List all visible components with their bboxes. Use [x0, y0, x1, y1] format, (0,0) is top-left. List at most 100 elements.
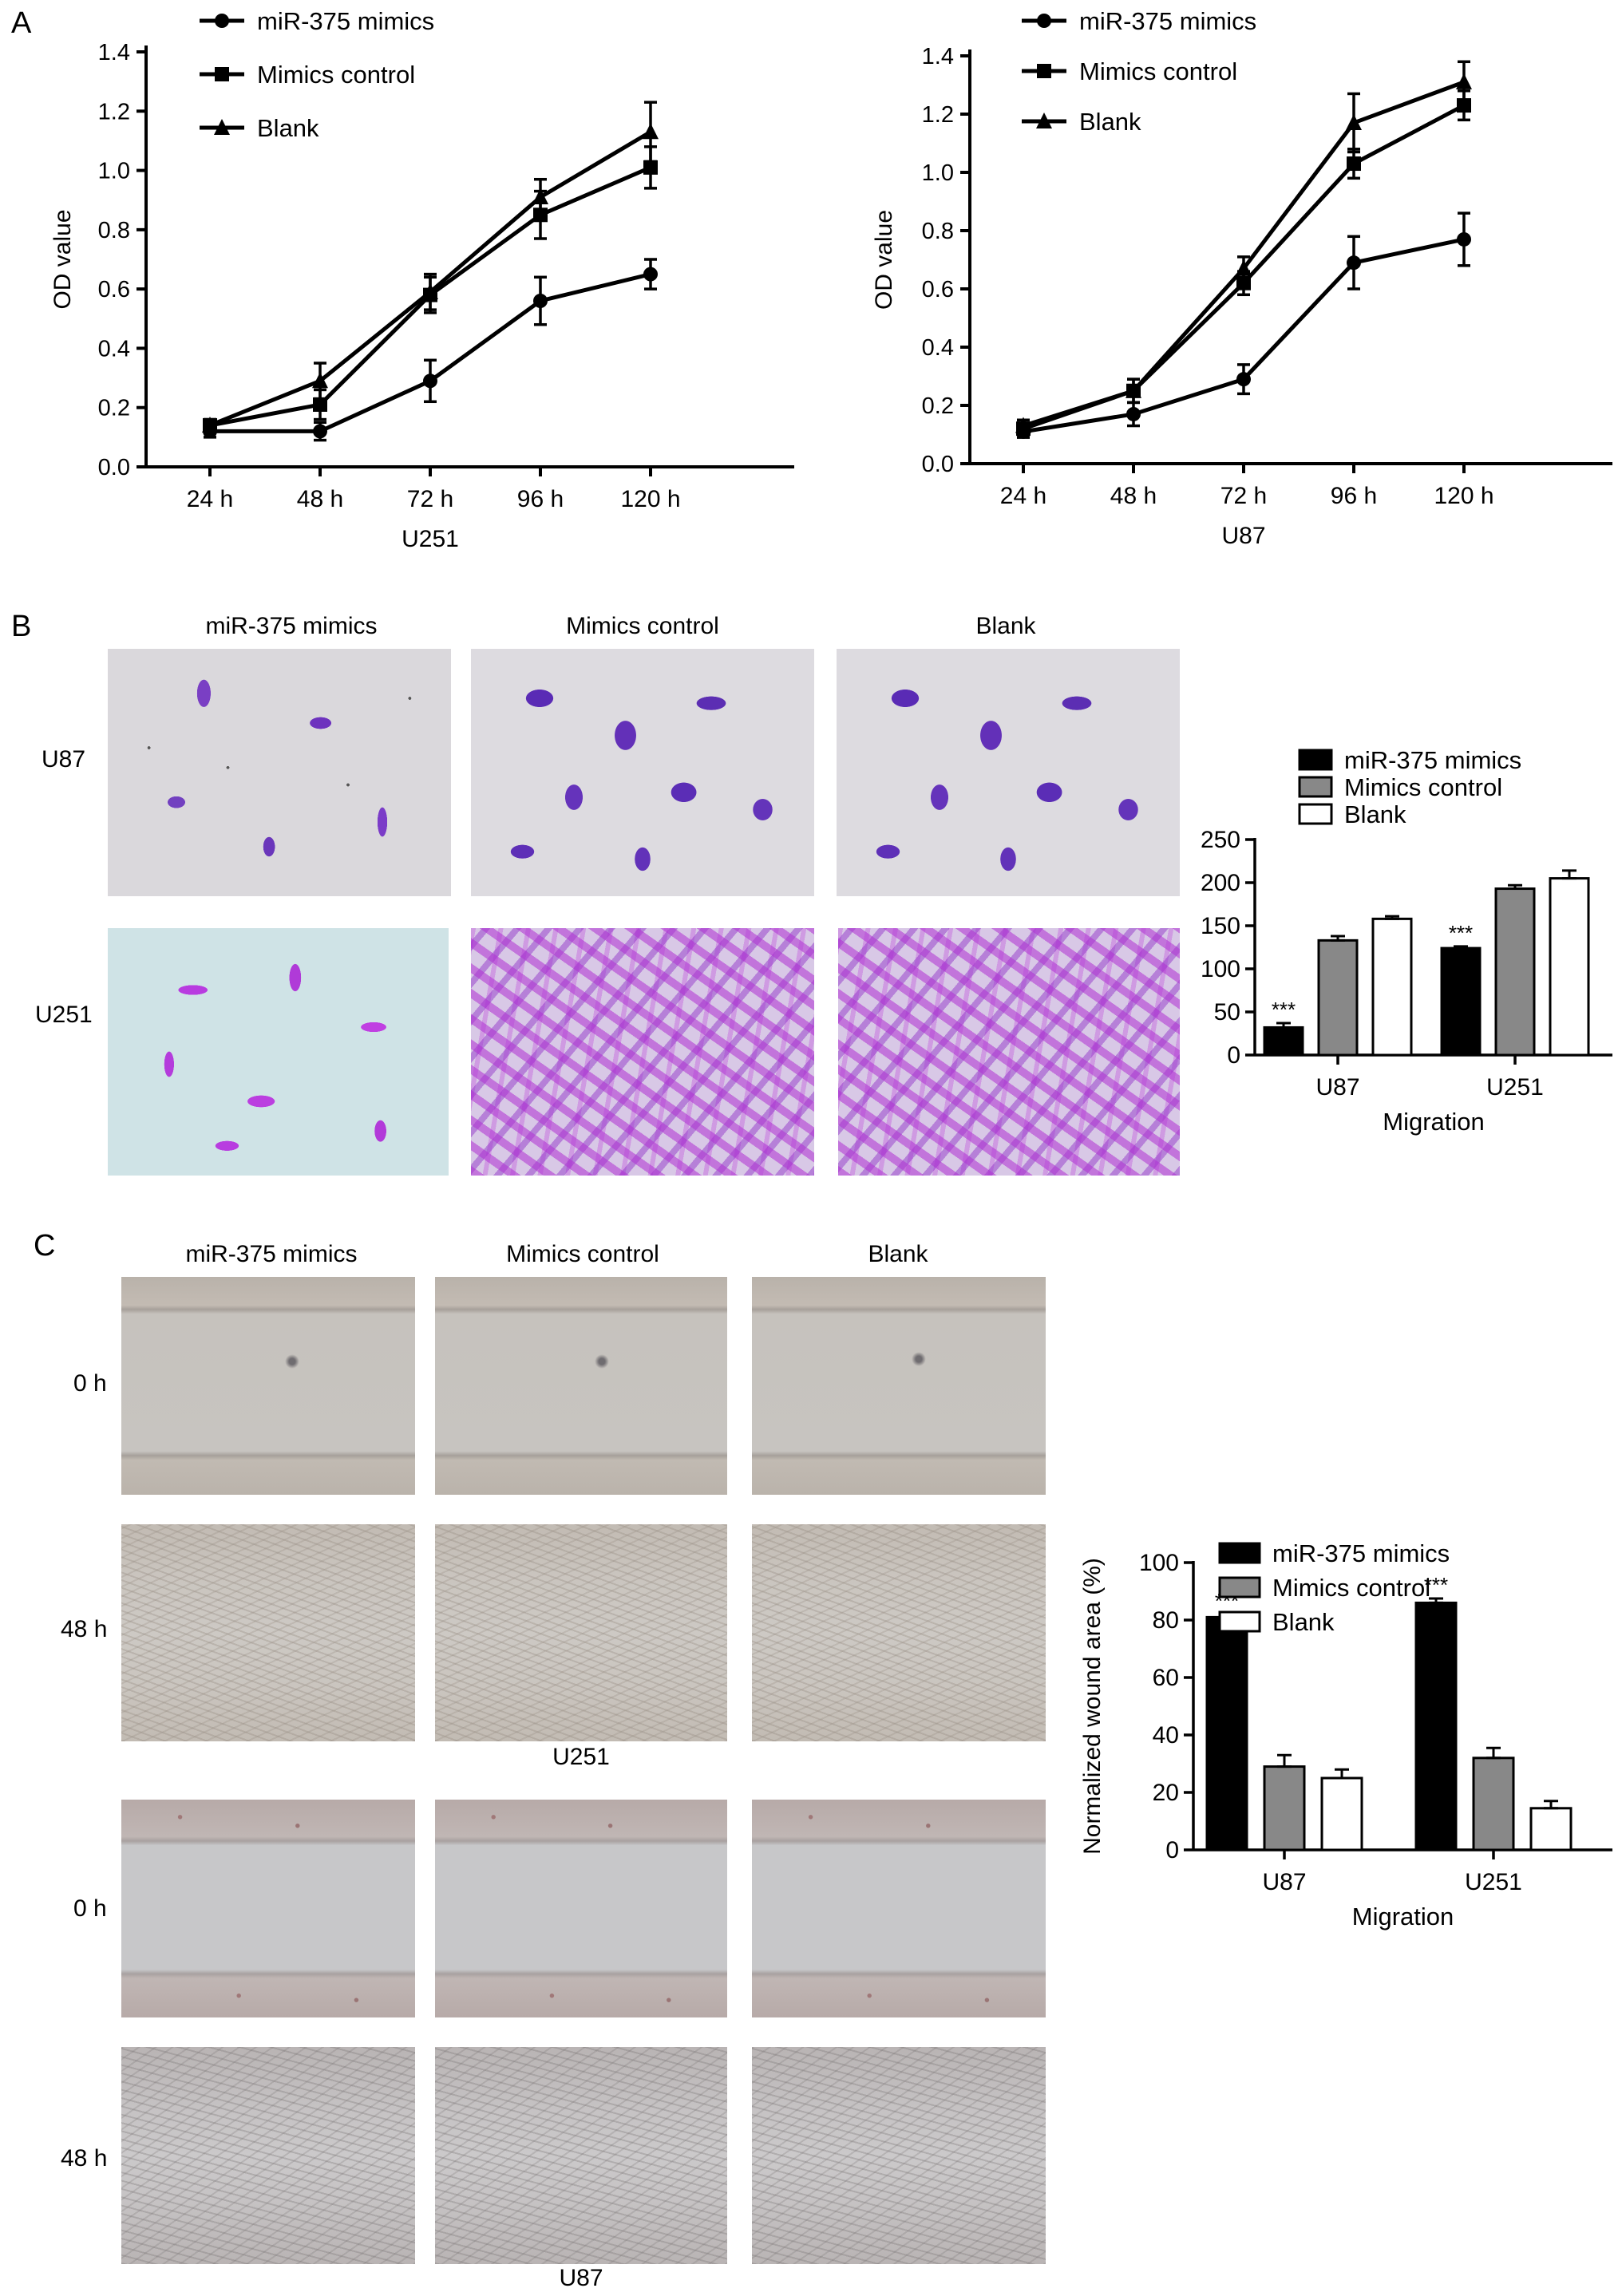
legend-label: Mimics control — [1079, 57, 1237, 85]
transwell-image-u251-mimics — [108, 928, 449, 1176]
legend-marker-square — [215, 67, 229, 81]
y-tick-label: 1.2 — [98, 99, 130, 124]
legend-swatch — [1218, 1610, 1261, 1633]
bar — [1472, 1757, 1515, 1851]
x-axis-label: Migration — [1383, 1108, 1485, 1136]
legend-swatch — [1298, 749, 1333, 771]
y-axis-label: OD value — [871, 210, 897, 310]
legend-label: miR-375 mimics — [1344, 746, 1521, 774]
bar — [1549, 877, 1590, 1057]
x-tick-label: 72 h — [407, 486, 453, 512]
y-tick-label: 100 — [1139, 1550, 1179, 1576]
wound-col-label-blank: Blank — [868, 1241, 928, 1267]
transwell-image-u87-blank — [837, 649, 1180, 896]
y-tick-label: 20 — [1153, 1780, 1179, 1806]
x-axis-label: U251 — [402, 526, 459, 552]
transwell-image-u87-mimics — [108, 649, 451, 896]
significance-label: *** — [1272, 998, 1296, 1022]
x-tick-label: U251 — [1465, 1869, 1522, 1895]
transwell-row-label-u251: U251 — [35, 1002, 93, 1028]
x-tick-label: 48 h — [297, 486, 343, 512]
wound-image-u87-48h-mimics — [121, 2047, 415, 2264]
legend-swatch — [1298, 776, 1333, 798]
wound-image-u87-0h-control — [435, 1800, 727, 2017]
panel-letter-b: B — [11, 610, 32, 643]
transwell-image-u251-control — [471, 928, 814, 1176]
wound-image-u251-0h-control — [435, 1277, 727, 1495]
legend-label: Mimics control — [257, 61, 415, 89]
y-tick-label: 100 — [1201, 956, 1240, 982]
bar — [1529, 1807, 1573, 1851]
data-point-circle — [1236, 372, 1251, 387]
data-point-triangle — [422, 283, 438, 299]
x-axis-label: Migration — [1352, 1903, 1454, 1930]
data-point-triangle — [643, 123, 659, 140]
bar — [1320, 1776, 1363, 1851]
panel-letter-c: C — [34, 1229, 56, 1263]
x-tick-label: 24 h — [1000, 483, 1046, 509]
transwell-col-label-blank: Blank — [975, 613, 1036, 639]
y-tick-label: 0.4 — [922, 335, 954, 361]
wound-row-label-u87-0h: 0 h — [73, 1895, 107, 1922]
wound-image-u87-48h-blank — [752, 2047, 1046, 2264]
x-tick-label: U87 — [1262, 1869, 1306, 1895]
y-tick-label: 250 — [1201, 827, 1240, 853]
bar — [1494, 887, 1536, 1057]
legend-label: miR-375 mimics — [1079, 7, 1256, 35]
x-tick-label: 120 h — [620, 486, 680, 512]
y-tick-label: 80 — [1153, 1607, 1179, 1634]
x-tick-label: 96 h — [517, 486, 564, 512]
wound-image-u251-48h-mimics — [121, 1524, 415, 1741]
legend-marker-circle — [215, 14, 229, 28]
legend-label: Mimics control — [1344, 773, 1502, 801]
legend-label: miR-375 mimics — [1272, 1539, 1450, 1567]
data-point-square — [643, 160, 658, 175]
data-point-circle — [423, 373, 437, 389]
data-point-triangle — [1456, 73, 1472, 89]
y-tick-label: 50 — [1214, 999, 1240, 1025]
data-point-triangle — [202, 417, 218, 433]
y-tick-label: 1.4 — [98, 40, 130, 65]
y-tick-label: 150 — [1201, 913, 1240, 939]
legend-label: Blank — [257, 114, 319, 142]
legend-swatch — [1218, 1576, 1261, 1599]
data-point-circle — [643, 267, 658, 282]
y-tick-label: 1.0 — [98, 159, 130, 184]
y-tick-label: 0.6 — [922, 277, 954, 302]
data-point-square — [313, 397, 327, 412]
legend-label: Blank — [1344, 800, 1406, 828]
y-tick-label: 0.8 — [98, 218, 130, 243]
y-tick-label: 1.4 — [922, 44, 954, 69]
bar — [1414, 1601, 1458, 1851]
x-tick-label: 48 h — [1110, 483, 1157, 509]
wound-image-u251-0h-blank — [752, 1277, 1046, 1495]
legend-marker-square — [1037, 64, 1051, 78]
x-tick-label: 72 h — [1220, 483, 1267, 509]
legend-label: Blank — [1079, 108, 1141, 136]
y-tick-label: 0.0 — [922, 452, 954, 477]
transwell-image-u87-control — [471, 649, 814, 896]
line-chart-u251: 0.0 0.2 0.4 0.6 0.8 1.0 1.2 1.4 24 h 48 h 72 h 96 h… — [49, 7, 794, 552]
bar — [1317, 939, 1359, 1057]
y-tick-label: 0.2 — [922, 393, 954, 419]
transwell-image-u251-blank — [838, 928, 1180, 1176]
legend-label: miR-375 mimics — [257, 7, 434, 35]
x-tick-label: 24 h — [187, 486, 233, 512]
wound-caption-u251: U251 — [552, 1744, 610, 1770]
legend-label: Mimics control — [1272, 1574, 1430, 1602]
legend-swatch — [1298, 803, 1333, 825]
data-point-square — [1347, 156, 1361, 172]
line-chart-u87: 0.0 0.2 0.4 0.6 0.8 1.0 1.2 1.4 24 h 48 h 72 h 96 h… — [871, 7, 1612, 549]
wound-row-label-u251-48h: 48 h — [61, 1616, 108, 1642]
y-tick-label: 0.6 — [98, 277, 130, 302]
bar — [1205, 1615, 1248, 1851]
x-axis-label: U87 — [1221, 523, 1265, 549]
y-tick-label: 0.2 — [98, 396, 130, 421]
wound-image-u87-0h-mimics — [121, 1800, 415, 2017]
legend-marker-triangle — [1036, 113, 1052, 128]
data-point-circle — [533, 294, 548, 308]
data-point-circle — [1457, 231, 1471, 247]
y-tick-label: 1.2 — [922, 102, 954, 128]
y-tick-label: 0.0 — [98, 455, 130, 480]
